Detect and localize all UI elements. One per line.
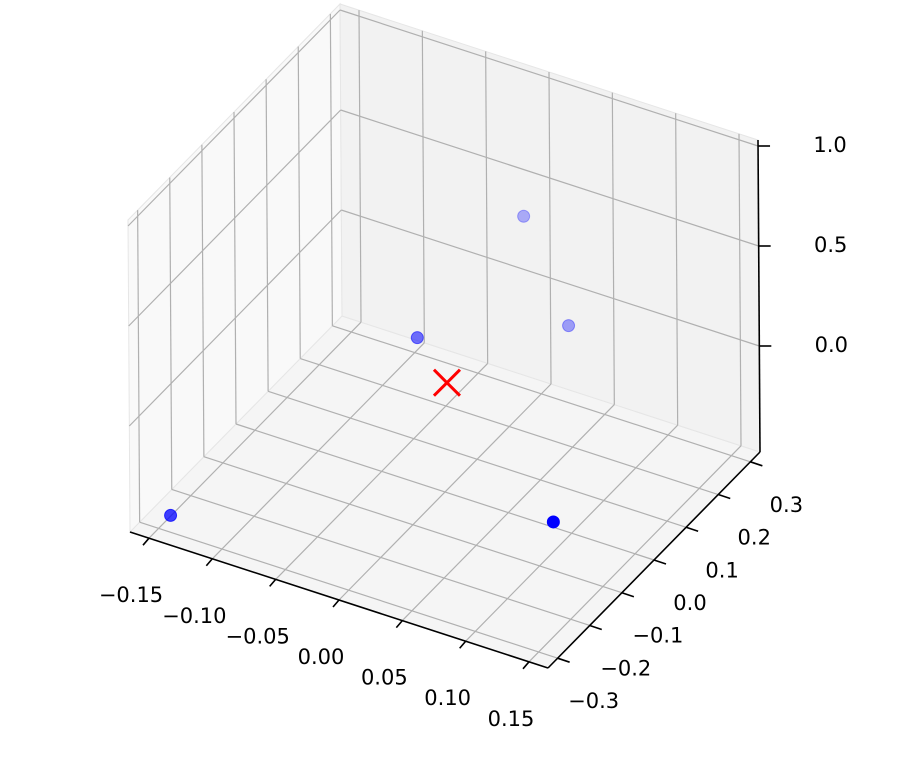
y-tick [589,624,603,631]
x-tick [395,620,403,629]
x-tick-label: 0.15 [488,707,535,731]
x-tick [332,599,340,608]
y-tick-label: 0.2 [738,526,771,550]
centroid-marker [432,368,462,397]
grid-line [340,109,759,247]
grid-line [128,109,342,327]
y-tick [685,526,699,533]
grid-line [265,79,269,392]
grid-line [128,209,342,427]
grid-line [675,113,679,426]
grid-line [169,177,173,490]
grid-line [297,46,301,359]
grid-line [203,456,623,594]
grid-line [267,390,687,528]
grid-line [421,30,425,343]
grid-line [201,144,205,457]
grid-line [358,10,362,323]
grid-line [329,13,333,326]
y-tick-label: −0.1 [632,624,683,648]
x-tick [459,640,467,649]
grid-line [738,133,742,446]
grid-line [485,51,489,364]
y-tick [557,657,570,663]
grid-line [300,357,719,496]
point [164,508,178,522]
z-tick-label: 0.5 [814,233,847,257]
x-tick-label: −0.15 [99,583,163,607]
y-tick [750,461,763,467]
grid-line [341,209,760,347]
grid-line [548,71,552,385]
x-tick [205,558,213,567]
y-tick-label: 0.3 [770,493,803,517]
y-tick [717,493,731,500]
y-tick [653,559,667,565]
z-tick-label: 1.0 [813,133,846,157]
point [410,331,424,345]
y-tick [621,591,635,598]
x-tick-label: −0.10 [162,604,226,628]
grid-line [233,111,237,425]
z-tick-label: 0.0 [815,333,848,357]
y-tick-label: 0.0 [673,591,706,615]
grid-line [611,92,615,405]
x-tick [142,537,150,546]
y-tick-label: −0.2 [600,656,651,680]
grid-line [127,9,341,227]
x-tick-label: 0.10 [424,686,471,710]
point [546,515,560,529]
grid-line [139,521,558,659]
z-axis [757,139,761,453]
grid-line [339,9,759,147]
point [562,319,576,333]
x-tick [269,578,277,587]
point [517,209,531,223]
x-tick-label: 0.05 [361,666,408,690]
x-tick [522,661,530,670]
y-tick-label: −0.3 [568,689,619,713]
grid-line [137,210,141,523]
grid-line [235,423,655,561]
x-tick-label: −0.05 [225,624,289,648]
grid-line [332,325,751,463]
x-tick-label: 0.00 [298,645,345,669]
y-tick-label: 0.1 [705,558,738,582]
grid-line [171,488,590,627]
